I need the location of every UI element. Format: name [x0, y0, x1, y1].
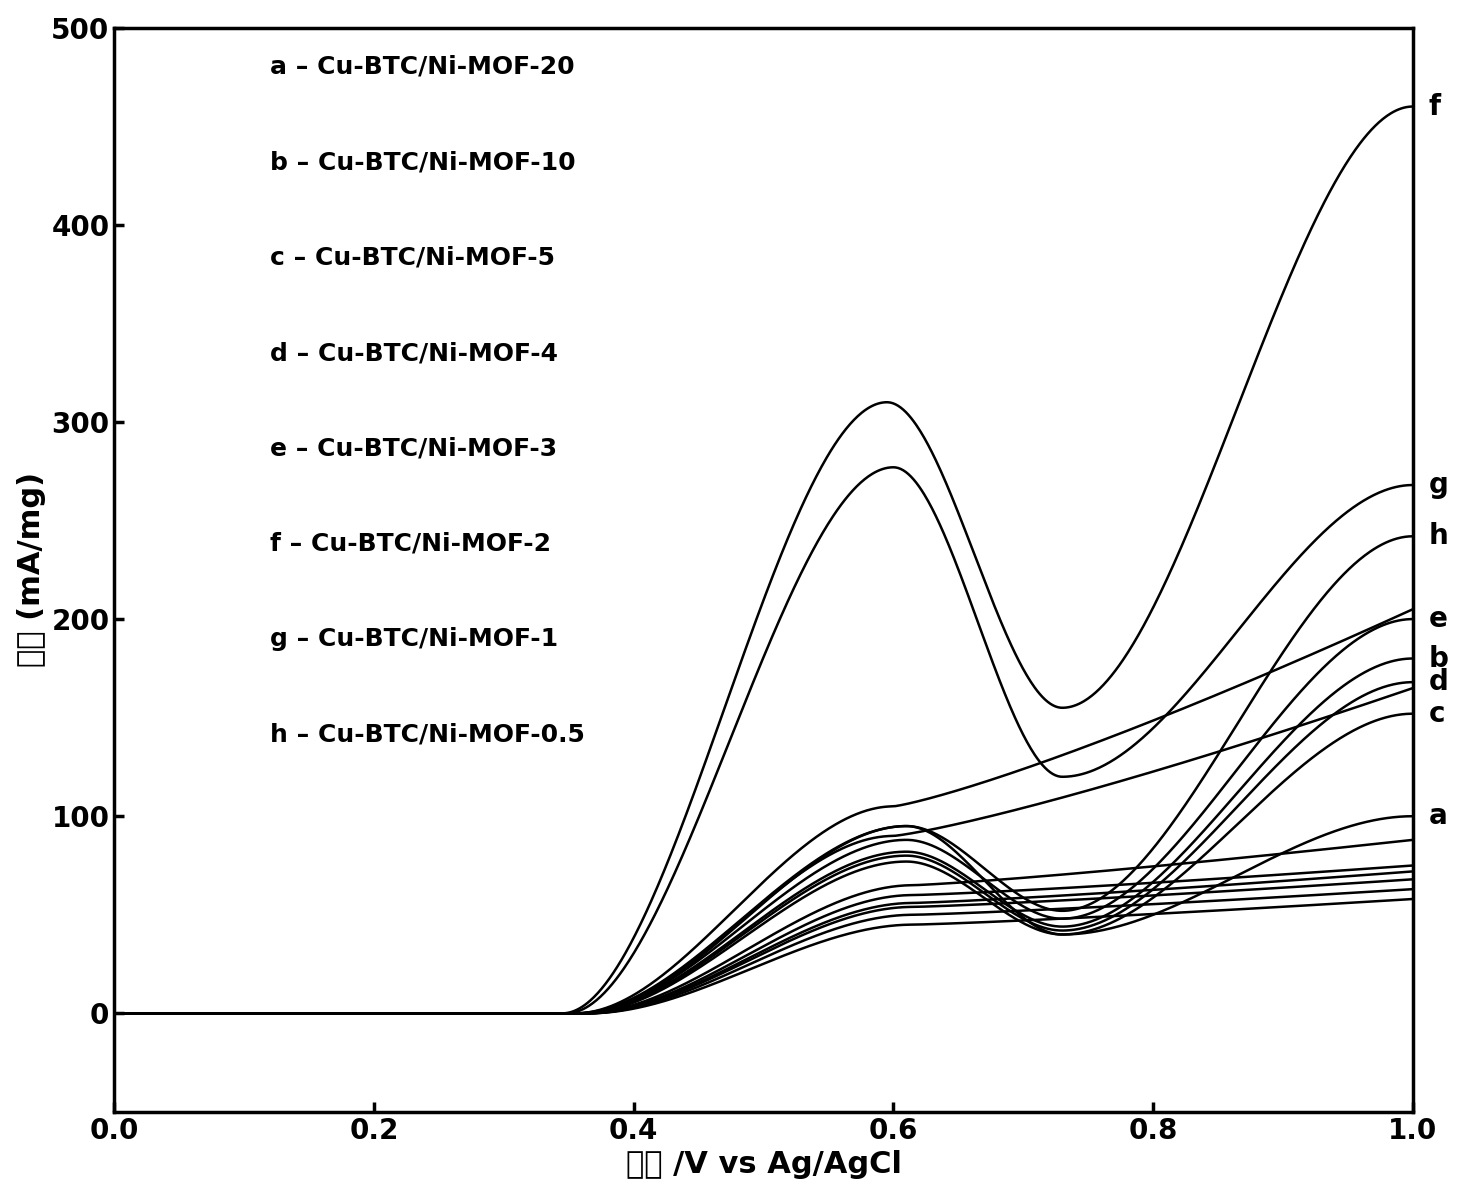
Text: d: d: [1428, 669, 1448, 696]
Text: h: h: [1428, 523, 1448, 550]
Text: d – Cu-BTC/Ni-MOF-4: d – Cu-BTC/Ni-MOF-4: [271, 341, 559, 365]
Text: f: f: [1428, 92, 1441, 121]
Text: c: c: [1428, 700, 1445, 727]
Text: h – Cu-BTC/Ni-MOF-0.5: h – Cu-BTC/Ni-MOF-0.5: [271, 722, 585, 746]
Text: c – Cu-BTC/Ni-MOF-5: c – Cu-BTC/Ni-MOF-5: [271, 245, 554, 269]
Text: a: a: [1428, 803, 1447, 830]
Text: g – Cu-BTC/Ni-MOF-1: g – Cu-BTC/Ni-MOF-1: [271, 627, 559, 652]
X-axis label: 电压 /V vs Ag/AgCl: 电压 /V vs Ag/AgCl: [626, 1151, 901, 1179]
Text: g: g: [1428, 471, 1448, 499]
Text: e – Cu-BTC/Ni-MOF-3: e – Cu-BTC/Ni-MOF-3: [271, 437, 557, 460]
Text: e: e: [1428, 605, 1447, 633]
Text: a – Cu-BTC/Ni-MOF-20: a – Cu-BTC/Ni-MOF-20: [271, 55, 575, 79]
Text: f – Cu-BTC/Ni-MOF-2: f – Cu-BTC/Ni-MOF-2: [271, 532, 552, 556]
Text: b – Cu-BTC/Ni-MOF-10: b – Cu-BTC/Ni-MOF-10: [271, 151, 576, 175]
Y-axis label: 电流 (mA/mg): 电流 (mA/mg): [16, 472, 45, 667]
Text: b: b: [1428, 645, 1448, 672]
